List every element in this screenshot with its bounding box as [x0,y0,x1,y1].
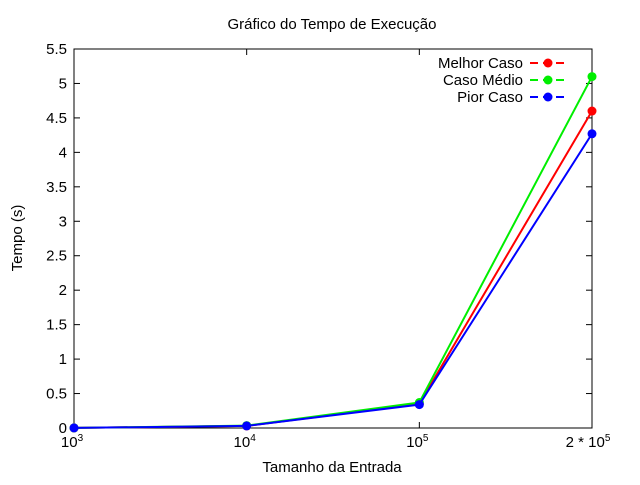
y-axis-label: Tempo (s) [9,205,26,272]
x-tick-label: 104 [234,433,257,451]
series-1 [69,106,597,433]
x-tick-label-base: 2 * 10 [566,434,605,451]
legend-label: Melhor Caso [438,55,523,72]
series-line [73,133,593,429]
y-tick-label: 5.5 [46,41,67,58]
y-tick-label: 4.5 [46,110,67,127]
legend-swatch-point [543,58,553,68]
legend-swatch-point [543,75,553,85]
legend-item: Caso Médio [443,72,568,89]
x-tick-label-base: 10 [234,434,251,451]
data-point [587,106,597,116]
x-tick-label-base: 10 [61,434,78,451]
legend-item: Pior Caso [457,89,568,106]
legend-swatch-point [543,92,553,102]
x-axis-label: Tamanho da Entrada [262,459,402,476]
y-tick-label: 1 [59,351,67,368]
series-line [73,110,593,429]
legend-item: Melhor Caso [438,55,568,72]
data-point [69,423,79,433]
x-tick-label-exponent: 5 [423,433,429,444]
legend-label: Pior Caso [457,89,523,106]
data-point [587,129,597,139]
plot-frame [73,48,593,429]
x-tick-label-exponent: 4 [250,433,256,444]
y-tick-label: 4 [59,144,67,161]
x-tick-label: 2 * 105 [566,433,611,451]
y-tick-label: 2.5 [46,248,67,265]
chart-title: Gráfico do Tempo de Execução [227,16,436,33]
series-3 [69,129,597,433]
x-tick-label: 105 [406,433,429,451]
y-tick-label: 2 [59,282,67,299]
y-tick-label: 0 [59,420,67,437]
x-tick-label-exponent: 3 [78,433,84,444]
y-tick-label: 0.5 [46,386,67,403]
y-tick-label: 5 [59,75,67,92]
legend-label: Caso Médio [443,72,523,89]
data-point [242,421,252,431]
data-point [414,400,424,410]
x-tick-label-base: 10 [406,434,423,451]
y-tick-label: 1.5 [46,317,67,334]
data-point [587,72,597,82]
x-tick-label-exponent: 5 [605,433,611,444]
series-line [73,76,593,429]
y-tick-label: 3 [59,213,67,230]
x-tick-label: 103 [61,433,84,451]
y-tick-label: 3.5 [46,179,67,196]
